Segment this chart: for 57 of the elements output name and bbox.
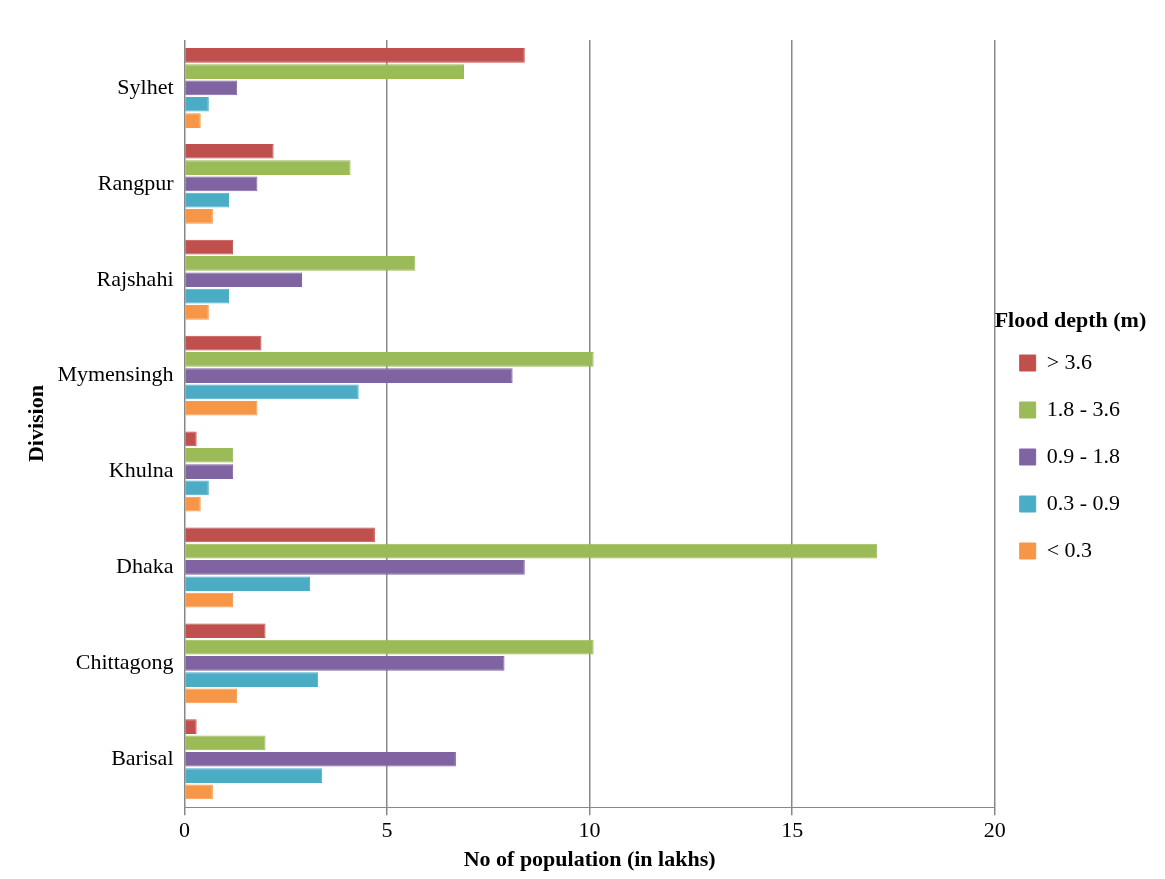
legend-label: > 3.6 <box>1046 348 1093 374</box>
bar <box>185 48 525 63</box>
y-tick-label: Khulna <box>108 457 174 483</box>
bar <box>185 335 262 351</box>
bar <box>185 143 274 159</box>
bar <box>185 209 213 224</box>
legend-label: < 0.3 <box>1046 536 1093 562</box>
bar <box>185 688 238 704</box>
bar <box>185 352 594 367</box>
bar <box>185 80 238 96</box>
y-tick-label: Rangpur <box>97 169 175 195</box>
bar <box>185 256 416 271</box>
x-axis-title: No of population (in lakhs) <box>463 846 716 872</box>
bar <box>185 272 302 288</box>
x-tick-label: 5 <box>381 817 393 843</box>
y-tick-label: Dhaka <box>116 553 174 579</box>
x-tick-label: 10 <box>578 817 601 843</box>
bar <box>185 735 266 751</box>
bar <box>185 480 209 496</box>
bar <box>185 639 594 655</box>
bar <box>185 527 375 543</box>
bar <box>185 543 878 559</box>
bar <box>185 672 319 687</box>
y-tick-label: Rajshahi <box>96 265 174 291</box>
bar <box>185 368 513 383</box>
y-tick-label: Chittagong <box>75 649 174 675</box>
legend-label: 0.9 - 1.8 <box>1046 442 1120 468</box>
bar <box>185 751 456 767</box>
bar <box>185 592 234 608</box>
bar <box>185 768 323 783</box>
bar <box>185 192 230 208</box>
bar <box>185 576 311 592</box>
bar <box>185 560 525 575</box>
bar <box>185 656 505 671</box>
bar <box>185 305 209 320</box>
x-tick-label: 20 <box>983 817 1006 843</box>
bar <box>185 288 230 304</box>
y-tick-label: Barisal <box>111 745 174 771</box>
bar <box>185 96 209 112</box>
y-tick-label: Sylhet <box>117 73 174 99</box>
x-tick-label: 0 <box>179 817 191 843</box>
bar <box>185 447 234 463</box>
bar <box>185 64 465 79</box>
x-tick-label: 15 <box>781 817 804 843</box>
bar <box>185 784 213 800</box>
bar <box>185 160 351 175</box>
bar <box>185 384 359 400</box>
bar <box>185 464 234 479</box>
bar <box>185 239 234 255</box>
bar <box>185 400 258 416</box>
y-tick-label: Mymensingh <box>57 361 174 387</box>
bar <box>185 623 266 639</box>
legend-label: 1.8 - 3.6 <box>1046 395 1120 421</box>
legend-label: 0.3 - 0.9 <box>1046 489 1120 515</box>
legend-title: Flood depth (m) <box>994 306 1147 332</box>
y-axis-title: Division <box>22 385 48 463</box>
bar <box>185 176 258 192</box>
